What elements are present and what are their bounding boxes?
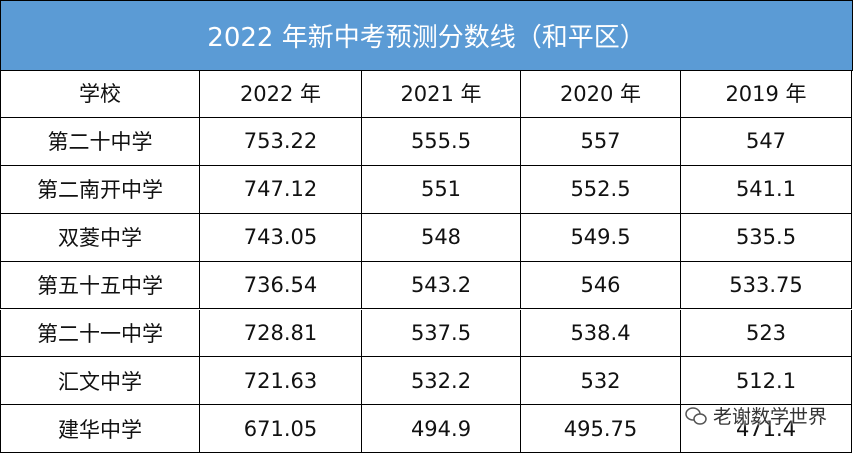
school-cell: 第二十一中学 — [0, 309, 200, 358]
score-cell: 736.54 — [200, 261, 362, 310]
score-cell: 728.81 — [200, 309, 362, 358]
school-cell: 双菱中学 — [0, 213, 200, 262]
watermark: 老谢数学世界 — [685, 402, 827, 429]
score-cell: 533.75 — [681, 261, 852, 310]
score-cell: 512.1 — [681, 357, 852, 406]
watermark-icon — [685, 406, 707, 425]
table-title: 2022 年新中考预测分数线（和平区） — [0, 0, 853, 71]
score-cell: 532 — [521, 357, 681, 406]
score-cell: 541.1 — [681, 165, 852, 214]
score-cell: 551 — [362, 165, 521, 214]
header-cell: 2019 年 — [681, 70, 852, 118]
score-cell: 552.5 — [521, 165, 681, 214]
score-cell: 495.75 — [521, 405, 681, 454]
score-cell: 747.12 — [200, 165, 362, 214]
score-cell: 535.5 — [681, 213, 852, 262]
score-cell: 549.5 — [521, 213, 681, 262]
header-cell: 2021 年 — [362, 70, 521, 118]
score-cell: 557 — [521, 117, 681, 166]
score-cell: 547 — [681, 117, 852, 166]
school-cell: 第二十中学 — [0, 117, 200, 166]
score-cell: 543.2 — [362, 261, 521, 310]
school-cell: 汇文中学 — [0, 357, 200, 406]
header-cell: 学校 — [0, 70, 200, 118]
header-cell: 2020 年 — [521, 70, 681, 118]
score-cell: 548 — [362, 213, 521, 262]
score-cell: 671.05 — [200, 405, 362, 454]
school-cell: 第五十五中学 — [0, 261, 200, 310]
score-cell: 523 — [681, 309, 852, 358]
score-cell: 494.9 — [362, 405, 521, 454]
score-cell: 537.5 — [362, 309, 521, 358]
school-cell: 建华中学 — [0, 405, 200, 454]
score-cell: 471.4 — [681, 405, 852, 454]
school-cell: 第二南开中学 — [0, 165, 200, 214]
score-cell: 555.5 — [362, 117, 521, 166]
score-cell: 532.2 — [362, 357, 521, 406]
header-cell: 2022 年 — [200, 70, 362, 118]
score-cell: 743.05 — [200, 213, 362, 262]
score-cell: 753.22 — [200, 117, 362, 166]
score-cell: 538.4 — [521, 309, 681, 358]
score-cell: 546 — [521, 261, 681, 310]
score-cell: 721.63 — [200, 357, 362, 406]
watermark-text: 老谢数学世界 — [712, 406, 827, 428]
